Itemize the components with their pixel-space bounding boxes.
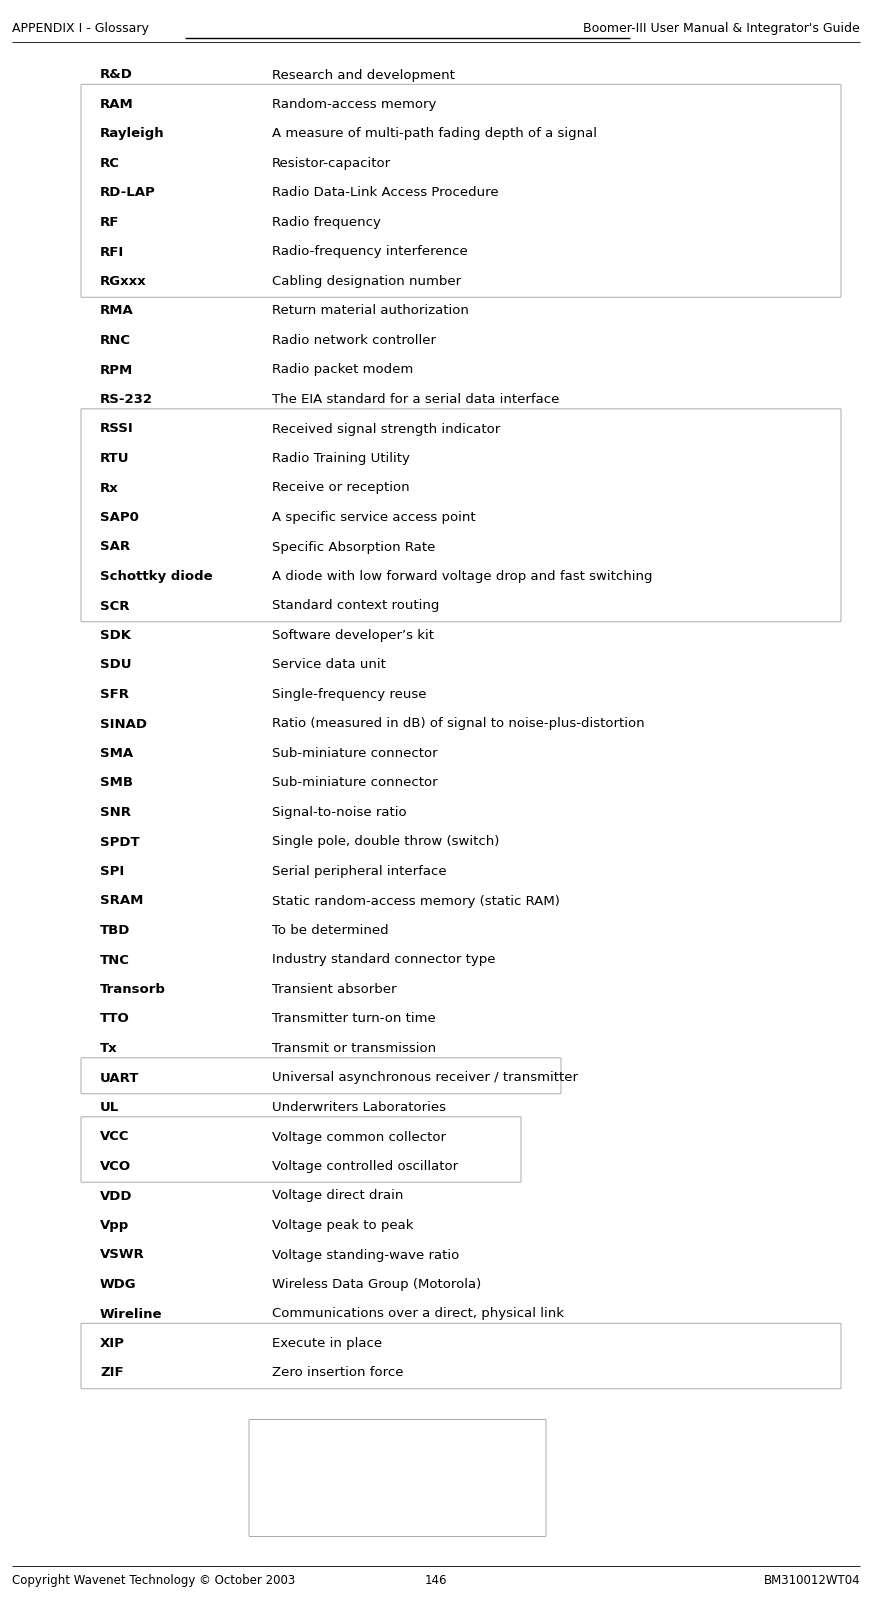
Text: SMA: SMA xyxy=(100,747,133,760)
Text: Received signal strength indicator: Received signal strength indicator xyxy=(272,422,501,436)
Text: ZIF: ZIF xyxy=(100,1367,124,1379)
Text: BM310012WT04: BM310012WT04 xyxy=(763,1574,860,1586)
Text: RNC: RNC xyxy=(100,334,131,346)
Text: Boomer-III User Manual & Integrator's Guide: Boomer-III User Manual & Integrator's Gu… xyxy=(583,22,860,35)
Text: Single-frequency reuse: Single-frequency reuse xyxy=(272,688,426,701)
Text: Voltage direct drain: Voltage direct drain xyxy=(272,1190,404,1203)
Text: Sub-miniature connector: Sub-miniature connector xyxy=(272,776,438,789)
Text: Wireless Data Group (Motorola): Wireless Data Group (Motorola) xyxy=(272,1278,481,1291)
Text: Research and development: Research and development xyxy=(272,69,455,82)
Text: SPDT: SPDT xyxy=(100,836,140,849)
Text: SCR: SCR xyxy=(100,600,130,613)
Text: Vpp: Vpp xyxy=(100,1219,129,1232)
Text: Software developer’s kit: Software developer’s kit xyxy=(272,629,434,642)
Text: Wireline: Wireline xyxy=(100,1307,162,1320)
Text: UL: UL xyxy=(100,1100,119,1115)
Text: Rayleigh: Rayleigh xyxy=(100,127,165,141)
Text: Universal asynchronous receiver / transmitter: Universal asynchronous receiver / transm… xyxy=(272,1071,578,1084)
Text: TTO: TTO xyxy=(100,1012,130,1025)
Text: Service data unit: Service data unit xyxy=(272,659,386,672)
Text: Radio Data-Link Access Procedure: Radio Data-Link Access Procedure xyxy=(272,186,499,199)
Text: Radio packet modem: Radio packet modem xyxy=(272,364,413,377)
Text: A measure of multi-path fading depth of a signal: A measure of multi-path fading depth of … xyxy=(272,127,597,141)
Text: RD-LAP: RD-LAP xyxy=(100,186,156,199)
Text: Industry standard connector type: Industry standard connector type xyxy=(272,953,495,967)
Text: RPM: RPM xyxy=(100,364,133,377)
Text: VCC: VCC xyxy=(100,1131,130,1144)
Text: APPENDIX I - Glossary: APPENDIX I - Glossary xyxy=(12,22,149,35)
Text: R&D: R&D xyxy=(100,69,133,82)
Text: 146: 146 xyxy=(425,1574,447,1586)
Text: Random-access memory: Random-access memory xyxy=(272,98,436,111)
Text: The EIA standard for a serial data interface: The EIA standard for a serial data inter… xyxy=(272,393,559,406)
Text: Specific Absorption Rate: Specific Absorption Rate xyxy=(272,541,435,553)
Text: SINAD: SINAD xyxy=(100,717,147,730)
Text: RGxxx: RGxxx xyxy=(100,274,146,289)
Text: Voltage common collector: Voltage common collector xyxy=(272,1131,446,1144)
Text: Communications over a direct, physical link: Communications over a direct, physical l… xyxy=(272,1307,564,1320)
Text: SPI: SPI xyxy=(100,865,124,877)
Text: Voltage standing-wave ratio: Voltage standing-wave ratio xyxy=(272,1248,460,1261)
Text: XIP: XIP xyxy=(100,1338,125,1351)
Text: Standard context routing: Standard context routing xyxy=(272,600,439,613)
Text: Signal-to-noise ratio: Signal-to-noise ratio xyxy=(272,805,406,820)
Text: To be determined: To be determined xyxy=(272,924,389,937)
Text: SAP0: SAP0 xyxy=(100,512,139,525)
Text: Transient absorber: Transient absorber xyxy=(272,983,397,996)
Text: Transmit or transmission: Transmit or transmission xyxy=(272,1043,436,1055)
Text: VDD: VDD xyxy=(100,1190,133,1203)
Text: Radio-frequency interference: Radio-frequency interference xyxy=(272,245,467,258)
Text: Static random-access memory (static RAM): Static random-access memory (static RAM) xyxy=(272,895,560,908)
Text: Transorb: Transorb xyxy=(100,983,166,996)
Text: RAM: RAM xyxy=(100,98,133,111)
Text: SAR: SAR xyxy=(100,541,130,553)
Text: Copyright Wavenet Technology © October 2003: Copyright Wavenet Technology © October 2… xyxy=(12,1574,296,1586)
Text: A diode with low forward voltage drop and fast switching: A diode with low forward voltage drop an… xyxy=(272,569,652,582)
Text: WDG: WDG xyxy=(100,1278,137,1291)
Text: RMA: RMA xyxy=(100,305,133,318)
Text: RC: RC xyxy=(100,157,119,170)
Text: RS-232: RS-232 xyxy=(100,393,153,406)
Text: Ratio (measured in dB) of signal to noise-plus-distortion: Ratio (measured in dB) of signal to nois… xyxy=(272,717,644,730)
Text: Cabling designation number: Cabling designation number xyxy=(272,274,461,289)
Text: Radio network controller: Radio network controller xyxy=(272,334,436,346)
Text: Voltage controlled oscillator: Voltage controlled oscillator xyxy=(272,1160,458,1173)
Text: Receive or reception: Receive or reception xyxy=(272,481,410,494)
Text: VSWR: VSWR xyxy=(100,1248,145,1261)
Text: Serial peripheral interface: Serial peripheral interface xyxy=(272,865,446,877)
Text: RSSI: RSSI xyxy=(100,422,133,436)
Text: Voltage peak to peak: Voltage peak to peak xyxy=(272,1219,413,1232)
Text: TNC: TNC xyxy=(100,953,130,967)
Text: Tx: Tx xyxy=(100,1043,118,1055)
Text: SFR: SFR xyxy=(100,688,129,701)
Text: Transmitter turn-on time: Transmitter turn-on time xyxy=(272,1012,436,1025)
Text: Schottky diode: Schottky diode xyxy=(100,569,213,582)
Text: Radio frequency: Radio frequency xyxy=(272,217,381,229)
Text: Resistor-capacitor: Resistor-capacitor xyxy=(272,157,392,170)
Text: Return material authorization: Return material authorization xyxy=(272,305,469,318)
Text: RF: RF xyxy=(100,217,119,229)
Text: Sub-miniature connector: Sub-miniature connector xyxy=(272,747,438,760)
Text: Underwriters Laboratories: Underwriters Laboratories xyxy=(272,1100,446,1115)
Text: SNR: SNR xyxy=(100,805,131,820)
Text: SDU: SDU xyxy=(100,659,132,672)
Text: SDK: SDK xyxy=(100,629,131,642)
Text: VCO: VCO xyxy=(100,1160,131,1173)
Text: Single pole, double throw (switch): Single pole, double throw (switch) xyxy=(272,836,500,849)
Text: SMB: SMB xyxy=(100,776,133,789)
Text: UART: UART xyxy=(100,1071,140,1084)
Text: Zero insertion force: Zero insertion force xyxy=(272,1367,404,1379)
Text: Rx: Rx xyxy=(100,481,119,494)
Text: TBD: TBD xyxy=(100,924,131,937)
Text: A specific service access point: A specific service access point xyxy=(272,512,475,525)
Text: Radio Training Utility: Radio Training Utility xyxy=(272,452,410,465)
Text: SRAM: SRAM xyxy=(100,895,143,908)
Text: Execute in place: Execute in place xyxy=(272,1338,382,1351)
Text: RTU: RTU xyxy=(100,452,130,465)
Text: RFI: RFI xyxy=(100,245,124,258)
